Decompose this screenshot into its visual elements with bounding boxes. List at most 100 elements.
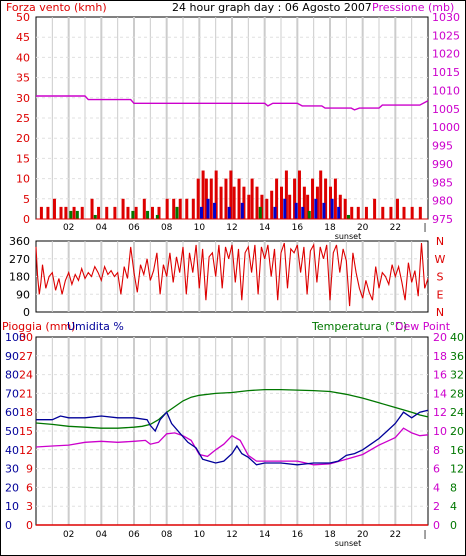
wind-speed-bar: [165, 198, 169, 219]
wind-speed-bar: [39, 206, 43, 219]
humidity-tick-label: 50: [5, 425, 19, 438]
wind-speed-bar: [402, 206, 406, 219]
rain-tick-label: 24: [19, 369, 33, 382]
wind-speed-bar: [297, 170, 301, 219]
wind-speed-bar: [260, 194, 264, 219]
wind-speed-bar: [126, 206, 130, 219]
wind-speed-bar: [157, 206, 161, 219]
wind-green-bar: [307, 210, 311, 219]
pressure-tick-label: 985: [432, 176, 453, 189]
temperature-tick-label: 0: [450, 519, 457, 532]
wind-speed-bar: [410, 206, 414, 219]
humidity-tick-label: 10: [5, 500, 19, 513]
wind-speed-bar: [395, 198, 399, 219]
wind-speed-bar: [381, 206, 385, 219]
x-tick-label: 08: [161, 223, 173, 233]
pressure-axis-title: Pressione (mb): [372, 1, 454, 14]
wind-speed-bar: [142, 198, 146, 219]
x-tick-label: 16: [292, 530, 304, 540]
pressure-tick-label: 980: [432, 195, 453, 208]
compass-label: N: [436, 235, 444, 248]
wind-speed-bar: [255, 186, 259, 219]
wind-speed-bar: [201, 170, 205, 219]
temperature-tick-label: 20: [450, 425, 464, 438]
humidity-tick-label: 0: [5, 519, 12, 532]
temperature-axis-title: Temperatura (°C): [311, 320, 407, 333]
humidity-tick-label: 90: [5, 350, 19, 363]
wind-speed-bar: [172, 198, 176, 219]
wind-speed-bar: [196, 178, 200, 219]
rain-tick-label: 21: [19, 387, 33, 400]
wind-tick-label: 0: [23, 213, 30, 226]
wind-speed-bar: [343, 198, 347, 219]
humidity-temperature-panel: 0102030405060708090100036912151821242730…: [5, 331, 464, 548]
rain-tick-label: 12: [19, 444, 33, 457]
dewpoint-tick-label: 8: [433, 444, 440, 457]
wind-speed-bar: [237, 178, 241, 219]
wind-speed-bar: [90, 198, 94, 219]
compass-label: N: [436, 306, 444, 319]
wind-speed-bar: [178, 198, 182, 219]
x-tick-label: 02: [63, 530, 74, 540]
wind-speed-bar: [46, 206, 50, 219]
wind-tick-label: 30: [16, 92, 30, 105]
dewpoint-axis-title: Dew Point: [395, 320, 451, 333]
wind-speed-bar: [64, 206, 68, 219]
x-tick-label: 14: [259, 223, 271, 233]
rain-tick-label: 18: [19, 406, 33, 419]
direction-tick-label: 270: [9, 253, 30, 266]
sunset-label: sunset: [335, 539, 362, 548]
wind-gust-bar: [294, 202, 298, 219]
wind-speed-bar: [232, 186, 236, 219]
wind-green-bar: [155, 214, 159, 219]
wind-speed-bar: [265, 198, 269, 219]
compass-label: S: [437, 271, 444, 284]
wind-speed-bar: [150, 206, 154, 219]
wind-speed-bar: [52, 198, 56, 219]
temperature-tick-label: 40: [450, 331, 464, 344]
temperature-tick-label: 36: [450, 350, 464, 363]
x-tick-label: 10: [194, 530, 206, 540]
wind-speed-bar: [72, 206, 76, 219]
wind-speed-bar: [293, 178, 297, 219]
wind-speed-bar: [302, 186, 306, 219]
wind-speed-bar: [373, 198, 377, 219]
wind-speed-bar: [280, 186, 283, 219]
wind-speed-bar: [319, 170, 323, 219]
x-tick-label: 18: [324, 530, 336, 540]
compass-label: E: [437, 288, 444, 301]
temperature-tick-label: 12: [450, 463, 464, 476]
direction-tick-label: 180: [9, 271, 30, 284]
temperature-tick-label: 32: [450, 369, 464, 382]
wind-green-bar: [131, 210, 135, 219]
rain-tick-label: 0: [26, 519, 33, 532]
dewpoint-tick-label: 18: [433, 350, 447, 363]
wind-gust-bar: [227, 206, 231, 219]
dewpoint-tick-label: 0: [433, 519, 440, 532]
rain-tick-label: 15: [19, 425, 33, 438]
wind-speed-bar: [284, 170, 288, 219]
wind-speed-bar: [219, 186, 223, 219]
pressure-tick-label: 1000: [432, 121, 460, 134]
wind-axis-title: Forza vento (kmh): [6, 1, 107, 14]
wind-speed-bar: [333, 178, 337, 219]
wind-speed-bar: [80, 206, 84, 219]
wind-speed-bar: [204, 178, 208, 219]
wind-speed-bar: [105, 206, 109, 219]
pressure-tick-label: 990: [432, 158, 453, 171]
rain-axis-title: Pioggia (mm): [2, 320, 75, 333]
rain-tick-label: 27: [19, 350, 33, 363]
direction-tick-label: 90: [16, 288, 30, 301]
wind-green-bar: [93, 214, 97, 219]
wind-speed-bar: [97, 206, 101, 219]
x-tick-label: |: [423, 223, 426, 233]
pressure-tick-label: 1030: [432, 11, 460, 24]
humidity-axis-title: Umidita %: [67, 320, 124, 333]
wind-speed-bar: [311, 178, 315, 219]
wind-speed-bar: [364, 206, 368, 219]
rain-tick-label: 3: [26, 500, 33, 513]
wind-pressure-panel: 0510152025303540455097598098599099510001…: [16, 11, 460, 241]
dewpoint-tick-label: 2: [433, 500, 440, 513]
